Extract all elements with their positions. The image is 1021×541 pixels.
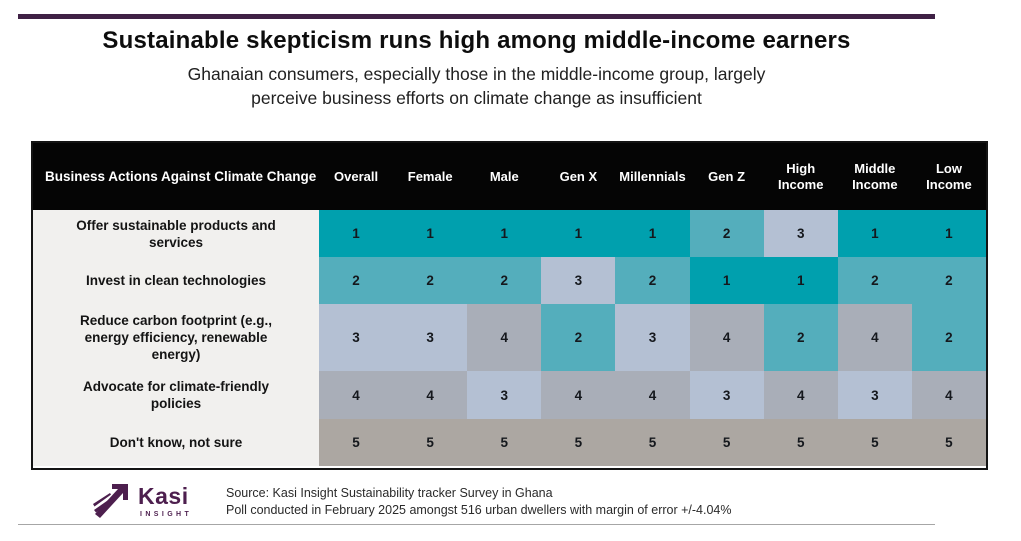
cell-gen-x: 4 bbox=[541, 371, 616, 419]
page-subtitle: Ghanaian consumers, especially those in … bbox=[18, 62, 935, 110]
row-label-reduce-carbon-footprint-e-g-en: Reduce carbon footprint (e.g., energy ef… bbox=[33, 304, 319, 371]
cell-overall: 1 bbox=[319, 210, 394, 257]
cell-middle-income: 5 bbox=[837, 419, 912, 466]
cell-gen-z: 3 bbox=[689, 371, 764, 419]
cell-male: 3 bbox=[467, 371, 542, 419]
kasi-logo-icon bbox=[93, 484, 128, 518]
logo-subtext: INSIGHT bbox=[140, 510, 193, 518]
cell-gen-z: 5 bbox=[689, 419, 764, 466]
column-header-gen-x: Gen X bbox=[541, 143, 616, 210]
kasi-logo-text: Kasi INSIGHT bbox=[138, 482, 193, 518]
cell-overall: 4 bbox=[319, 371, 394, 419]
cell-millennials: 3 bbox=[615, 304, 690, 371]
heatmap-table: Business Actions Against Climate Change O… bbox=[31, 141, 988, 470]
cell-low-income: 2 bbox=[911, 257, 986, 304]
cell-millennials: 1 bbox=[615, 210, 690, 257]
cell-high-income: 4 bbox=[763, 371, 838, 419]
cell-overall: 2 bbox=[319, 257, 394, 304]
cell-gen-x: 1 bbox=[541, 210, 616, 257]
page-title: Sustainable skepticism runs high among m… bbox=[102, 27, 851, 54]
column-header-row-label: Business Actions Against Climate Change bbox=[33, 143, 319, 210]
cell-overall: 5 bbox=[319, 419, 394, 466]
cell-low-income: 2 bbox=[911, 304, 986, 371]
cell-low-income: 4 bbox=[911, 371, 986, 419]
cell-middle-income: 4 bbox=[837, 304, 912, 371]
cell-female: 5 bbox=[393, 419, 468, 466]
column-header-overall: Overall bbox=[319, 143, 394, 210]
cell-gen-x: 3 bbox=[541, 257, 616, 304]
cell-female: 4 bbox=[393, 371, 468, 419]
source-line-1: Source: Kasi Insight Sustainability trac… bbox=[226, 486, 553, 500]
column-header-middle-income: Middle Income bbox=[837, 143, 912, 210]
column-header-male: Male bbox=[467, 143, 542, 210]
row-label-invest-in-clean-technologies: Invest in clean technologies bbox=[33, 257, 319, 304]
row-label-offer-sustainable-products-and: Offer sustainable products and services bbox=[33, 210, 319, 257]
kasi-logo: Kasi INSIGHT bbox=[90, 480, 192, 522]
column-header-low-income: Low Income bbox=[911, 143, 986, 210]
cell-male: 1 bbox=[467, 210, 542, 257]
footer-divider bbox=[18, 524, 935, 525]
column-header-gen-z: Gen Z bbox=[689, 143, 764, 210]
cell-low-income: 5 bbox=[911, 419, 986, 466]
cell-female: 3 bbox=[393, 304, 468, 371]
cell-high-income: 1 bbox=[763, 257, 838, 304]
cell-gen-z: 1 bbox=[689, 257, 764, 304]
cell-male: 5 bbox=[467, 419, 542, 466]
cell-high-income: 3 bbox=[763, 210, 838, 257]
cell-millennials: 4 bbox=[615, 371, 690, 419]
accent-top-bar bbox=[18, 14, 935, 19]
cell-millennials: 5 bbox=[615, 419, 690, 466]
cell-high-income: 5 bbox=[763, 419, 838, 466]
cell-middle-income: 2 bbox=[837, 257, 912, 304]
cell-gen-x: 2 bbox=[541, 304, 616, 371]
cell-gen-x: 5 bbox=[541, 419, 616, 466]
cell-female: 2 bbox=[393, 257, 468, 304]
cell-gen-z: 2 bbox=[689, 210, 764, 257]
logo-wordmark: Kasi bbox=[138, 482, 189, 509]
cell-male: 2 bbox=[467, 257, 542, 304]
column-header-female: Female bbox=[393, 143, 468, 210]
subtitle-line-1: Ghanaian consumers, especially those in … bbox=[187, 64, 766, 84]
cell-middle-income: 1 bbox=[837, 210, 912, 257]
cell-overall: 3 bbox=[319, 304, 394, 371]
cell-middle-income: 3 bbox=[837, 371, 912, 419]
cell-male: 4 bbox=[467, 304, 542, 371]
row-label-advocate-for-climate-friendly-: Advocate for climate-friendly policies bbox=[33, 371, 319, 419]
cell-female: 1 bbox=[393, 210, 468, 257]
cell-low-income: 1 bbox=[911, 210, 986, 257]
cell-high-income: 2 bbox=[763, 304, 838, 371]
column-header-millennials: Millennials bbox=[615, 143, 690, 210]
cell-gen-z: 4 bbox=[689, 304, 764, 371]
source-note: Source: Kasi Insight Sustainability trac… bbox=[226, 485, 826, 519]
cell-millennials: 2 bbox=[615, 257, 690, 304]
source-line-2: Poll conducted in February 2025 amongst … bbox=[226, 503, 732, 517]
subtitle-line-2: perceive business efforts on climate cha… bbox=[251, 88, 702, 108]
column-header-high-income: High Income bbox=[763, 143, 838, 210]
row-label-don-t-know-not-sure: Don't know, not sure bbox=[33, 419, 319, 466]
